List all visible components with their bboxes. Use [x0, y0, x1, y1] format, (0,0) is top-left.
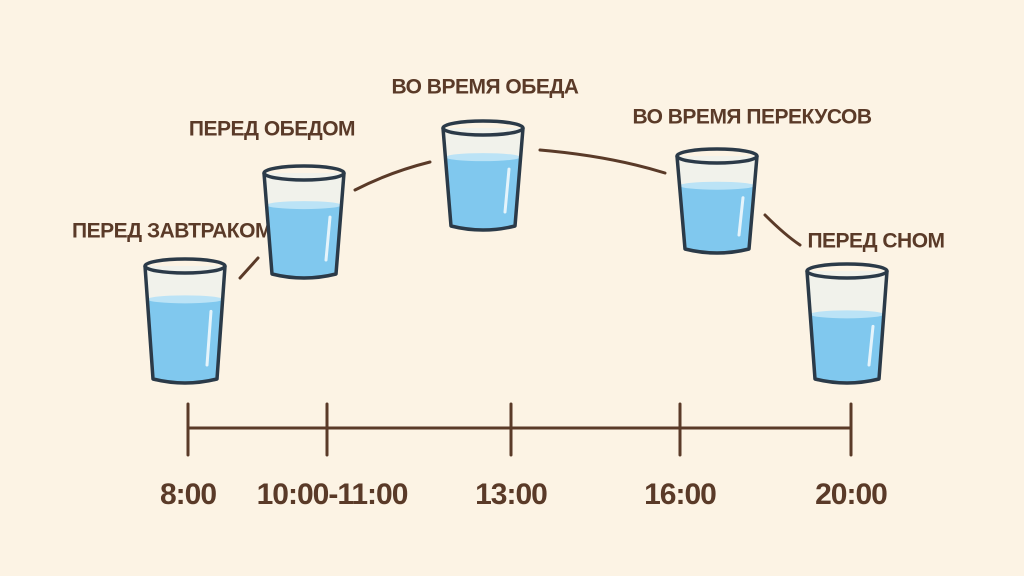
glass-outline	[262, 172, 346, 280]
water	[810, 314, 884, 383]
time-label: 10:00-11:00	[257, 478, 408, 511]
step-label: ВО ВРЕМЯ ОБЕДА	[392, 76, 579, 99]
water-surface	[679, 181, 755, 190]
glass	[143, 257, 227, 385]
glass-highlight	[324, 215, 332, 262]
glass-outline	[441, 127, 525, 232]
water	[147, 299, 223, 383]
glass-highlight	[737, 196, 745, 237]
water	[445, 157, 521, 230]
water	[266, 205, 342, 278]
time-label: 13:00	[475, 478, 547, 511]
step-label: ПЕРЕД ОБЕДОМ	[189, 118, 355, 141]
glass-rim	[441, 119, 525, 137]
water-surface	[810, 310, 884, 319]
step-label: ВО ВРЕМЯ ПЕРЕКУСОВ	[632, 106, 871, 129]
water-surface	[266, 201, 342, 210]
connector	[538, 148, 667, 175]
glass-rim	[805, 262, 889, 280]
glass-rim	[262, 164, 346, 182]
step-label: ПЕРЕД ЗАВТРАКОМ	[72, 220, 272, 243]
glass	[441, 119, 525, 232]
glass-outline	[805, 270, 889, 385]
glass-highlight	[867, 324, 875, 367]
glass-highlight	[503, 167, 511, 214]
connector	[238, 256, 260, 280]
glass-outline	[675, 155, 759, 255]
time-label: 8:00	[160, 478, 216, 511]
glass-outline	[143, 265, 227, 385]
water-surface	[445, 153, 521, 162]
glass	[262, 164, 346, 280]
step-label: ПЕРЕД СНОМ	[807, 230, 944, 253]
glass-highlight	[205, 309, 213, 367]
water-surface	[147, 295, 223, 304]
glass	[675, 147, 759, 255]
water	[679, 185, 755, 253]
connector	[763, 213, 802, 247]
time-label: 20:00	[815, 478, 887, 511]
connectors	[186, 148, 853, 430]
glass-rim	[143, 257, 227, 275]
items: ПЕРЕД ЗАВТРАКОМ 8:00 ПЕРЕД ОБЕДОМ 10:00-11:…	[72, 76, 945, 511]
time-label: 16:00	[644, 478, 716, 511]
connector	[353, 160, 432, 192]
glass	[805, 262, 889, 385]
glass-rim	[675, 147, 759, 165]
